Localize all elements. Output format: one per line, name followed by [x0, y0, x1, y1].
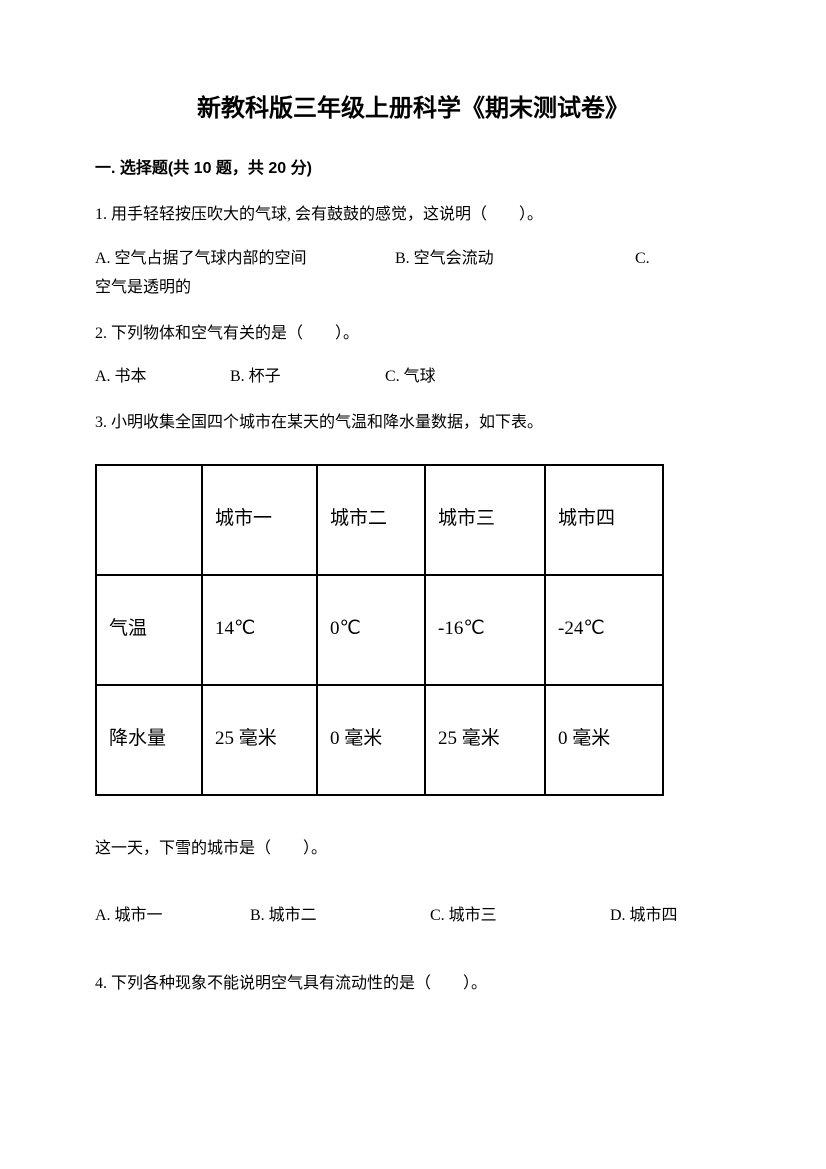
table-cell: 城市三 [425, 465, 545, 575]
choice-3c: C. 城市三 [430, 903, 610, 929]
table-cell: 14℃ [202, 575, 317, 685]
question-1-text: 1. 用手轻轻按压吹大的气球, 会有鼓鼓的感觉，这说明（ ）。 [95, 202, 731, 228]
section-header: 一. 选择题(共 10 题，共 20 分) [95, 156, 731, 182]
table-cell: 城市二 [317, 465, 425, 575]
table-header-row: 城市一 城市二 城市三 城市四 [96, 465, 663, 575]
table-cell: 降水量 [96, 685, 202, 795]
question-2-choices: A. 书本 B. 杯子 C. 气球 [95, 364, 731, 390]
table-cell: 气温 [96, 575, 202, 685]
table-cell: -24℃ [545, 575, 663, 685]
choice-2b: B. 杯子 [230, 364, 385, 390]
choice-2c: C. 气球 [385, 364, 436, 390]
choice-3b: B. 城市二 [250, 903, 430, 929]
data-table: 城市一 城市二 城市三 城市四 气温 14℃ 0℃ -16℃ -24℃ 降水量 … [95, 464, 664, 796]
table-cell: -16℃ [425, 575, 545, 685]
table-cell: 城市一 [202, 465, 317, 575]
page-title: 新教科版三年级上册科学《期末测试卷》 [95, 90, 731, 128]
table-cell: 0 毫米 [317, 685, 425, 795]
question-3-follow: 这一天，下雪的城市是（ ）。 [95, 836, 731, 862]
table-cell: 0 毫米 [545, 685, 663, 795]
table-row: 降水量 25 毫米 0 毫米 25 毫米 0 毫米 [96, 685, 663, 795]
question-3-text: 3. 小明收集全国四个城市在某天的气温和降水量数据，如下表。 [95, 410, 731, 436]
question-2-text: 2. 下列物体和空气有关的是（ ）。 [95, 321, 731, 347]
table-cell: 25 毫米 [202, 685, 317, 795]
table-cell: 25 毫米 [425, 685, 545, 795]
choice-3d: D. 城市四 [610, 903, 678, 929]
question-1-choices: A. 空气占据了气球内部的空间 B. 空气会流动 C. [95, 246, 731, 272]
choice-3a: A. 城市一 [95, 903, 250, 929]
choice-1b: B. 空气会流动 [395, 246, 635, 272]
table-cell: 城市四 [545, 465, 663, 575]
choice-1a: A. 空气占据了气球内部的空间 [95, 246, 395, 272]
question-3: 3. 小明收集全国四个城市在某天的气温和降水量数据，如下表。 城市一 城市二 城… [95, 410, 731, 929]
table-cell: 0℃ [317, 575, 425, 685]
question-4: 4. 下列各种现象不能说明空气具有流动性的是（ ）。 [95, 971, 731, 997]
table-row: 气温 14℃ 0℃ -16℃ -24℃ [96, 575, 663, 685]
question-4-text: 4. 下列各种现象不能说明空气具有流动性的是（ ）。 [95, 971, 731, 997]
choice-1c-cont: 空气是透明的 [95, 275, 731, 301]
question-2: 2. 下列物体和空气有关的是（ ）。 A. 书本 B. 杯子 C. 气球 [95, 321, 731, 390]
choice-2a: A. 书本 [95, 364, 230, 390]
question-1: 1. 用手轻轻按压吹大的气球, 会有鼓鼓的感觉，这说明（ ）。 A. 空气占据了… [95, 202, 731, 301]
table-cell [96, 465, 202, 575]
question-3-choices: A. 城市一 B. 城市二 C. 城市三 D. 城市四 [95, 903, 731, 929]
choice-1c: C. [635, 246, 650, 272]
